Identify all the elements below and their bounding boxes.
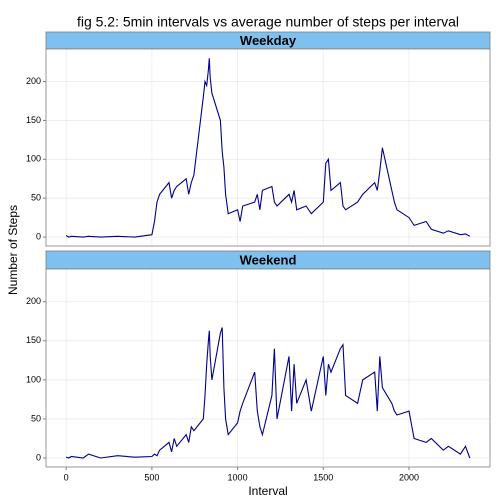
y-tick-label: 150 [26, 335, 41, 345]
x-tick-label: 0 [64, 472, 69, 482]
strip-label: Weekday [240, 33, 297, 48]
x-tick-label: 1500 [313, 472, 333, 482]
panel-border [45, 268, 491, 468]
y-tick-label: 0 [36, 231, 41, 241]
y-tick-label: 150 [26, 115, 41, 125]
x-tick-label: 1000 [228, 472, 248, 482]
y-tick-label: 200 [26, 296, 41, 306]
y-axis-label: Number of Steps [6, 205, 20, 295]
strip-label: Weekend [240, 252, 297, 267]
series-line [65, 58, 471, 238]
y-tick-label: 100 [26, 374, 41, 384]
y-tick-label: 200 [26, 76, 41, 86]
series-line [66, 327, 471, 459]
y-tick-label: 50 [31, 193, 41, 203]
chart-title: fig 5.2: 5min intervals vs average numbe… [77, 14, 459, 30]
y-tick-label: 0 [36, 452, 41, 462]
y-tick-label: 100 [26, 154, 41, 164]
x-tick-label: 2000 [399, 472, 419, 482]
panel [46, 49, 490, 246]
x-axis-label: Interval [248, 484, 287, 498]
y-tick-label: 50 [31, 413, 41, 423]
panel [46, 269, 490, 467]
x-tick-label: 500 [144, 472, 159, 482]
panel-border [45, 48, 491, 247]
